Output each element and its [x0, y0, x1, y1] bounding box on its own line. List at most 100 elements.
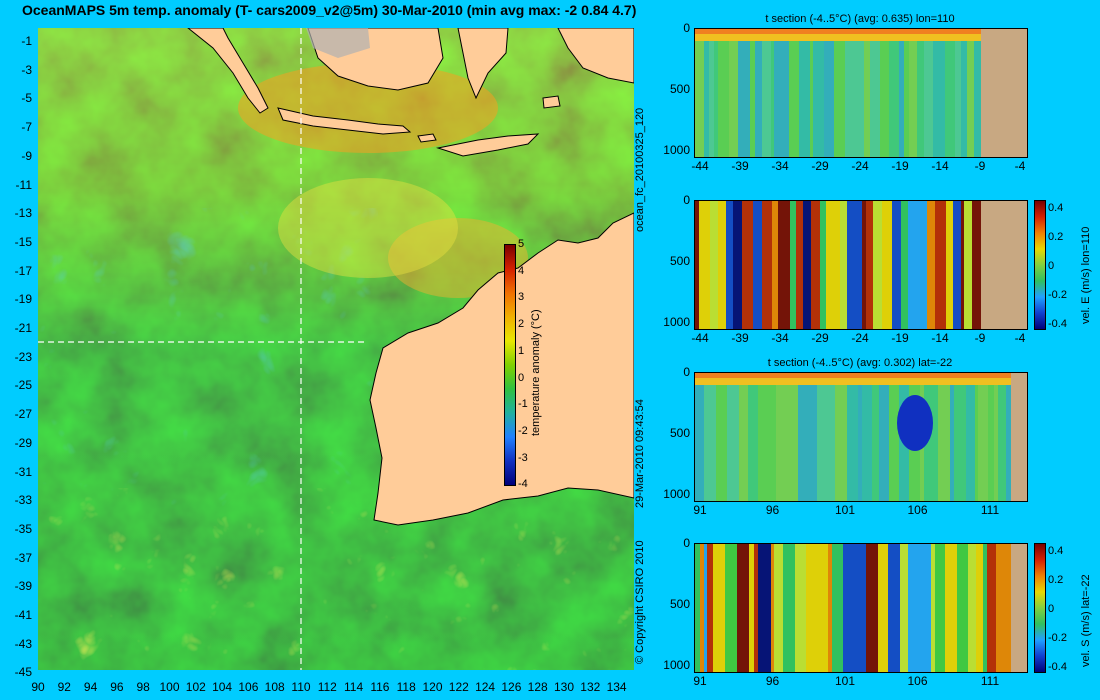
panel-x-tick: -39: [731, 159, 749, 173]
lat-tick-label: -21: [14, 321, 32, 335]
panel-x-tick: -9: [974, 159, 986, 173]
lat-tick-label: -35: [14, 521, 32, 536]
panel-title: t section (-4..5°C) (avg: 0.635) lon=110: [765, 13, 955, 25]
lon-tick-label: 134: [606, 680, 627, 694]
java: [277, 107, 412, 135]
lon-tick-label: 110: [291, 680, 311, 694]
panel-title: t section (-4..5°C) (avg: 0.302) lat=-22: [767, 357, 953, 369]
panel-depth-tick: 500: [669, 254, 690, 268]
panel-x-tick: -29: [811, 159, 829, 173]
section-panel-4[interactable]: [694, 543, 1028, 673]
panel-x-tick: 106: [907, 503, 928, 517]
lat-tick-label: -13: [14, 206, 32, 221]
panel-x-tick: 101: [834, 503, 856, 517]
panel-depth-tick: 0: [683, 536, 690, 550]
lon-tick-label: 118: [396, 680, 416, 694]
lon-tick-label: 90: [31, 680, 45, 694]
panel-x-tick: -9: [974, 331, 986, 345]
lat-tick-label: -39: [14, 579, 32, 594]
lon-tick-label: 120: [422, 680, 443, 694]
panel-depth-tick: 0: [683, 365, 690, 379]
panel-x-tick: -39: [731, 331, 749, 345]
section-panel-1[interactable]: [694, 28, 1028, 158]
colorbar-tick-label: 0: [518, 371, 525, 384]
lat-tick-label: -5: [21, 91, 32, 106]
section-panel-3[interactable]: [694, 372, 1028, 502]
panel-depth-tick: 500: [669, 82, 690, 96]
panel-colorbar: [1034, 543, 1046, 673]
new-guinea: [557, 28, 634, 84]
timestamp-label: 29-Mar-2010 09:43:54: [634, 399, 646, 508]
colorbar-tick-label: 3: [518, 291, 525, 304]
lat-tick-label: -43: [14, 636, 32, 651]
panel-depth-tick: 500: [669, 426, 690, 440]
panel-x-tick: 111: [980, 503, 1000, 517]
panel-x-tick: -24: [851, 331, 869, 345]
lat-tick-label: -41: [14, 608, 32, 622]
panel-x-tick: -34: [771, 331, 789, 345]
lat-tick-label: -25: [14, 378, 32, 393]
lon-tick-label: 126: [501, 680, 522, 694]
lon-tick-label: 104: [212, 680, 233, 694]
panel-x-tick: 111: [980, 674, 1000, 688]
panel-x-tick: 91: [693, 503, 707, 517]
panel-x-tick: 96: [765, 503, 780, 517]
anomaly-map[interactable]: [38, 28, 634, 670]
lon-tick-label: 122: [448, 680, 469, 694]
lon-tick-label: 132: [580, 680, 601, 694]
lon-tick-label: 98: [136, 680, 150, 694]
panel-x-tick: -34: [771, 159, 789, 173]
lat-tick-label: -31: [14, 464, 32, 479]
lon-tick-label: 96: [110, 680, 124, 694]
lon-tick-label: 114: [344, 680, 364, 694]
panel-colorbar: [1034, 200, 1046, 330]
panel-colorbar-tick: 0.2: [1048, 231, 1064, 243]
panel-x-tick: -19: [891, 331, 909, 345]
lon-tick-label: 116: [370, 680, 390, 694]
panel-x-tick: -14: [931, 331, 949, 345]
lat-tick-label: -17: [14, 263, 32, 278]
panel-x-tick: 106: [907, 674, 928, 688]
panel-colorbar-tick: 0: [1048, 603, 1055, 615]
panel-x-tick: 101: [834, 674, 856, 688]
page-title: OceanMAPS 5m temp. anomaly (T- cars2009_…: [22, 2, 637, 18]
map-colorbar-label: temperature anomaly (°C): [530, 309, 542, 436]
panel-depth-tick: 0: [683, 193, 690, 207]
panel-colorbar-tick: -0.2: [1048, 632, 1067, 644]
section-panel-2[interactable]: [694, 200, 1028, 330]
lat-tick-label: -29: [14, 435, 32, 450]
lat-tick-label: -7: [21, 120, 32, 135]
colorbar-tick-label: -4: [518, 478, 528, 491]
colorbar-tick-label: -1: [518, 398, 528, 411]
lat-tick-label: -33: [14, 493, 32, 508]
lat-tick-label: -1: [21, 34, 32, 48]
panel-colorbar-tick: -0.4: [1048, 318, 1067, 330]
lon-tick-label: 128: [527, 680, 548, 694]
panel-x-tick: -4: [1014, 331, 1026, 345]
map-colorbar: [504, 244, 516, 486]
panel-depth-tick: 500: [669, 597, 690, 611]
lon-tick-label: 124: [475, 680, 496, 694]
colorbar-tick-label: -2: [518, 424, 528, 437]
lon-tick-label: 94: [83, 680, 98, 694]
colorbar-tick-label: -3: [518, 451, 528, 464]
panel-colorbar-tick: -0.4: [1048, 661, 1067, 673]
lon-tick-label: 112: [317, 680, 337, 694]
run-id-label: ocean_fc_20100325_120: [634, 107, 646, 232]
panel-x-tick: -24: [851, 159, 869, 173]
panel-depth-tick: 1000: [663, 487, 690, 501]
panel-x-tick: -19: [891, 159, 909, 173]
australia: [369, 212, 634, 526]
lat-tick-label: -19: [14, 292, 32, 307]
panel-colorbar-tick: 0.4: [1048, 202, 1064, 214]
lat-tick-label: -11: [15, 177, 32, 192]
panel-colorbar-label: vel. S (m/s) lat=-22: [1080, 574, 1092, 667]
panel-x-tick: -14: [931, 159, 949, 173]
colorbar-tick-label: 5: [518, 238, 525, 250]
lat-tick-label: -3: [21, 62, 32, 77]
timor: [436, 133, 540, 157]
lat-tick-label: -37: [14, 550, 32, 565]
panel-x-tick: -29: [811, 331, 829, 345]
lon-tick-label: 108: [264, 680, 285, 694]
colorbar-tick-label: 4: [518, 264, 525, 277]
